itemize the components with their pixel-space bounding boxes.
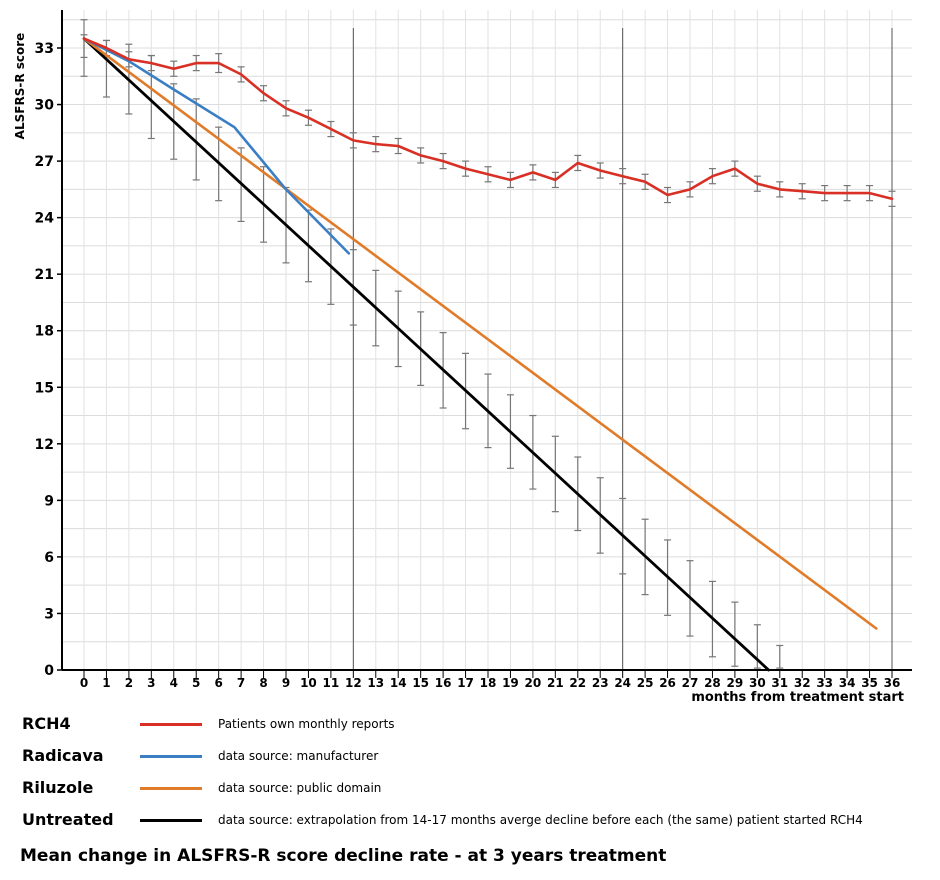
y-tick-label: 24 [35, 211, 55, 227]
riluzole-line [82, 37, 878, 630]
y-tick-label: 0 [44, 663, 54, 679]
chart-title: Mean change in ALSFRS-R score decline ra… [20, 846, 667, 866]
x-axis-label: months from treatment start [691, 690, 904, 705]
x-tick-label: 15 [412, 676, 429, 690]
legend-swatch [140, 819, 202, 822]
y-tick-label: 18 [35, 324, 54, 340]
x-tick-label: 3 [147, 676, 155, 690]
legend-item-radicava: Radicava data source: manufacturer [0, 744, 940, 768]
radicava-line [82, 37, 351, 255]
untreated-line [82, 37, 770, 672]
x-tick-label: 30 [749, 676, 766, 690]
y-tick-label: 30 [35, 98, 55, 114]
x-tick-label: 17 [457, 676, 474, 690]
x-tick-label: 18 [480, 676, 497, 690]
x-tick-label: 10 [300, 676, 317, 690]
x-tick-label: 21 [547, 676, 564, 690]
legend-item-riluzole: Riluzole data source: public domain [0, 776, 940, 800]
untreated-error-bar [776, 644, 784, 669]
x-tick-label: 20 [525, 676, 542, 690]
y-tick-label: 12 [35, 437, 54, 453]
x-tick-label: 16 [435, 676, 452, 690]
x-tick-label: 8 [259, 676, 267, 690]
untreated-error-bar [192, 98, 200, 181]
x-tick-label: 1 [102, 676, 110, 690]
axes [61, 10, 912, 671]
legend-description: Patients own monthly reports [218, 717, 395, 731]
x-tick-label: 36 [884, 676, 901, 690]
rch4-line [82, 37, 894, 201]
x-tick-label: 33 [816, 676, 833, 690]
x-tick-label: 27 [682, 676, 699, 690]
x-tick-label: 34 [839, 676, 856, 690]
legend-swatch [140, 723, 202, 726]
y-tick-label: 9 [44, 493, 54, 509]
x-tick-labels: 0 1 2 3 4 5 6 7 8 9 10 11 12 13 14 15 16 17 18 19 20 21 22 23 24… [80, 670, 901, 690]
series-layer [80, 19, 896, 672]
y-tick-labels: 0 3 6 9 12 15 18 21 24 27 30 33 [35, 41, 62, 679]
x-tick-label: 11 [323, 676, 340, 690]
x-tick-label: 22 [569, 676, 586, 690]
y-tick-label: 33 [35, 41, 54, 57]
x-tick-label: 19 [502, 676, 519, 690]
x-tick-label: 23 [592, 676, 609, 690]
x-tick-label: 13 [367, 676, 384, 690]
x-tick-label: 5 [192, 676, 200, 690]
x-tick-label: 25 [637, 676, 654, 690]
x-tick-label: 24 [614, 676, 631, 690]
x-tick-label: 28 [704, 676, 721, 690]
legend-item-rch4: RCH4 Patients own monthly reports [0, 712, 940, 736]
x-tick-label: 4 [170, 676, 178, 690]
x-tick-label: 12 [345, 676, 362, 690]
legend-description: data source: public domain [218, 781, 382, 795]
y-tick-label: 15 [35, 380, 54, 396]
x-tick-label: 31 [771, 676, 788, 690]
x-tick-label: 0 [80, 676, 88, 690]
x-tick-label: 32 [794, 676, 811, 690]
x-tick-label: 6 [214, 676, 222, 690]
x-tick-label: 7 [237, 676, 245, 690]
x-tick-label: 35 [861, 676, 878, 690]
legend-description: data source: extrapolation from 14-17 mo… [218, 813, 863, 827]
x-tick-label: 14 [390, 676, 407, 690]
y-tick-label: 21 [35, 267, 54, 283]
legend-label: Riluzole [22, 778, 94, 797]
legend-swatch [140, 787, 202, 790]
y-axis-label: ALSFRS-R score [13, 33, 27, 140]
legend-label: Radicava [22, 746, 104, 765]
y-tick-label: 6 [44, 550, 54, 566]
legend-description: data source: manufacturer [218, 749, 379, 763]
x-tick-label: 2 [125, 676, 133, 690]
legend-label: Untreated [22, 810, 114, 829]
y-tick-label: 27 [35, 154, 54, 170]
x-tick-label: 9 [282, 676, 290, 690]
legend-item-untreated: Untreated data source: extrapolation fro… [0, 808, 940, 832]
legend-swatch [140, 755, 202, 758]
x-tick-label: 26 [659, 676, 676, 690]
untreated-error-bar [731, 601, 739, 667]
x-tick-label: 29 [727, 676, 744, 690]
legend-label: RCH4 [22, 714, 71, 733]
y-tick-label: 3 [44, 606, 54, 622]
